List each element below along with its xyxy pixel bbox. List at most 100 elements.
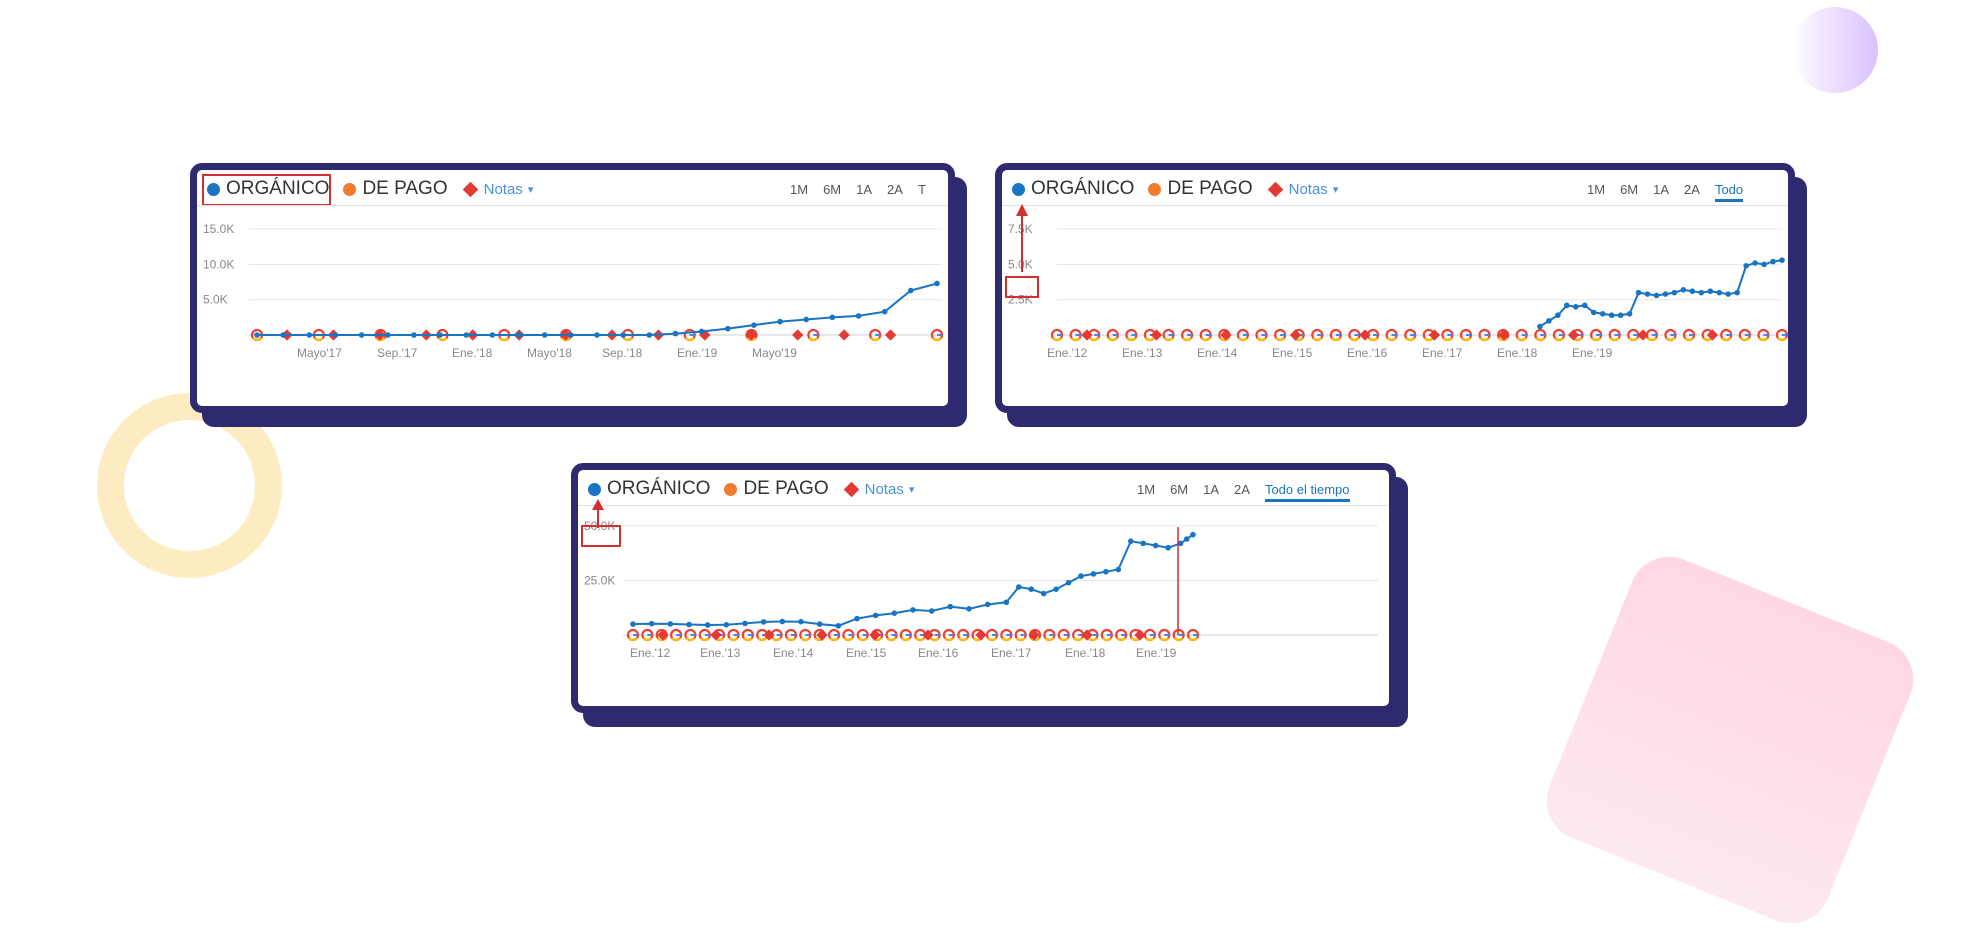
legend-organic[interactable]: ORGÁNICO (1012, 178, 1134, 200)
data-point (1743, 263, 1749, 269)
period-6m[interactable]: 6M (1170, 482, 1189, 497)
note-marker (1428, 329, 1441, 341)
period-6m[interactable]: 6M (823, 182, 842, 197)
google-update-icon (1441, 328, 1454, 342)
period-all[interactable]: Todo (1714, 182, 1744, 202)
data-point (855, 313, 862, 319)
g-bar (1205, 334, 1211, 336)
google-update-icon (957, 628, 970, 642)
data-point (1689, 288, 1696, 295)
chart-card-3: ORGÁNICO DE PAGO Notas ▾ 1M 6M 1A 2A Tod… (571, 463, 1396, 713)
period-2a[interactable]: 2A (1234, 482, 1250, 497)
legend-paid[interactable]: DE PAGO (1148, 178, 1253, 200)
g-bar (848, 634, 854, 636)
data-point (854, 615, 860, 622)
google-update-icon (1311, 328, 1324, 342)
x-tick-label: Ene.'12 (630, 646, 671, 660)
google-update-icon (698, 628, 711, 642)
g-arc (699, 637, 710, 642)
x-tick-label: Mayo'19 (752, 346, 797, 360)
g-bar (937, 334, 942, 336)
google-update-icon (985, 628, 999, 642)
google-update-icon (1181, 328, 1194, 342)
g-arc (1739, 337, 1750, 342)
g-arc (671, 637, 681, 642)
data-point (1152, 542, 1159, 549)
g-arc (1628, 337, 1639, 342)
g-arc (742, 637, 753, 642)
data-point (1546, 318, 1552, 324)
g-bar (1164, 634, 1170, 636)
data-point (1608, 312, 1615, 319)
chevron-down-icon: ▾ (1332, 183, 1339, 196)
data-point (1537, 323, 1543, 330)
g-bar (1465, 334, 1471, 336)
g-bar (1540, 334, 1546, 336)
period-1m[interactable]: 1M (1587, 182, 1606, 197)
data-point (358, 332, 365, 338)
google-update-icon (1236, 328, 1249, 342)
notes-dropdown[interactable]: Notas ▾ (462, 181, 533, 198)
period-1m[interactable]: 1M (790, 182, 809, 197)
x-tick-label: Ene.'14 (1197, 346, 1238, 360)
notes-dropdown[interactable]: Notas ▾ (1267, 181, 1339, 198)
legend-paid[interactable]: DE PAGO (724, 478, 829, 500)
data-point (1662, 291, 1669, 297)
data-point (568, 332, 574, 338)
y-tick-label: 15.0K (203, 222, 234, 236)
g-arc (1101, 637, 1112, 642)
google-update-icon (1552, 328, 1566, 342)
g-bar (905, 634, 911, 636)
data-point (667, 621, 674, 627)
g-arc (252, 337, 262, 342)
data-point (1015, 584, 1022, 590)
google-update-icon (1186, 628, 1200, 642)
note-marker (1220, 329, 1232, 341)
period-6m[interactable]: 6M (1620, 182, 1639, 197)
ytick-highlight-box (1005, 276, 1039, 298)
data-point (723, 621, 730, 628)
period-all[interactable]: Todo el tiempo (1264, 482, 1350, 502)
data-point (1127, 538, 1134, 544)
period-1m[interactable]: 1M (1137, 482, 1156, 497)
data-point (934, 280, 940, 287)
series-line-organic (1539, 259, 1783, 328)
period-2a[interactable]: 2A (887, 182, 903, 197)
notes-diamond-icon (462, 181, 478, 197)
data-point (411, 332, 417, 338)
note-marker (1567, 329, 1580, 341)
g-arc (313, 337, 324, 342)
data-point (777, 318, 783, 325)
period-all[interactable]: T (917, 182, 926, 197)
g-bar (862, 634, 868, 636)
decorative-ring (97, 393, 282, 578)
period-1a[interactable]: 1A (1653, 182, 1670, 197)
notes-dropdown[interactable]: Notas ▾ (843, 481, 914, 498)
g-arc (1330, 337, 1341, 342)
header-divider (578, 505, 1389, 506)
legend-organic[interactable]: ORGÁNICO (588, 478, 710, 500)
g-bar (948, 634, 954, 636)
period-1a[interactable]: 1A (856, 182, 873, 197)
period-1a[interactable]: 1A (1203, 482, 1220, 497)
google-update-icon (1590, 328, 1603, 342)
google-update-icon (1775, 328, 1788, 342)
g-bar (1577, 334, 1583, 336)
legend-paid[interactable]: DE PAGO (343, 178, 448, 200)
x-tick-label: Ene.'18 (1497, 346, 1538, 360)
note-marker (1081, 329, 1093, 341)
notes-diamond-icon (843, 481, 859, 497)
data-point (1115, 566, 1122, 573)
g-arc (623, 337, 633, 342)
data-point (1626, 311, 1633, 317)
organic-dot-icon (588, 482, 601, 496)
g-bar (1094, 334, 1100, 336)
legend-organic[interactable]: ORGÁNICO (207, 178, 329, 200)
x-tick-label: Ene.'17 (991, 646, 1032, 660)
data-point (1617, 312, 1624, 319)
g-bar (1410, 334, 1416, 336)
period-2a[interactable]: 2A (1684, 182, 1700, 197)
g-arc (684, 337, 695, 342)
data-point (1779, 257, 1785, 263)
g-arc (870, 337, 881, 342)
